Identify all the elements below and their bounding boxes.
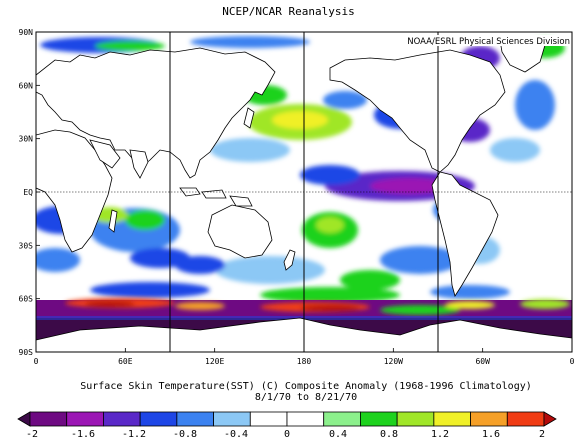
colorbar-segment: [286, 411, 325, 427]
colorbar-segment: [396, 411, 435, 427]
y-tick-label: 90S: [19, 348, 34, 357]
region-boxes: [169, 32, 439, 352]
colorbar-tick-label: 2: [539, 429, 545, 440]
caption-line2: 8/1/70 to 8/21/70: [255, 392, 357, 403]
y-tick-label: 60N: [19, 81, 34, 90]
colorbar-segment: [29, 411, 68, 427]
x-tick-label: 60W: [475, 357, 490, 366]
colorbar: [17, 411, 557, 427]
y-tick-label: 30S: [19, 241, 34, 250]
y-axis: 90N 60N 30N EQ 30S 60S 90S: [19, 28, 40, 357]
colorbar-arrow-right: [543, 411, 557, 427]
colorbar-tick-label: 0.4: [329, 429, 347, 440]
colorbar-segment: [506, 411, 545, 427]
y-tick-label: EQ: [23, 188, 33, 197]
colorbar-tick-label: -1.6: [71, 429, 95, 440]
y-tick-label: 30N: [19, 135, 34, 144]
x-tick-label: 0: [34, 357, 39, 366]
colorbar-segment: [213, 411, 251, 427]
colorbar-tick-label: -2: [26, 429, 38, 440]
colorbar-segment: [176, 411, 214, 427]
x-tick-label: 120W: [384, 357, 403, 366]
colorbar-tick-label: 1.6: [482, 429, 500, 440]
credit-text: NOAA/ESRL Physical Sciences Division: [407, 37, 570, 47]
map-title: NCEP/NCAR Reanalysis: [222, 5, 355, 18]
y-tick-label: 90N: [19, 28, 34, 37]
colorbar-segment: [433, 411, 471, 427]
colorbar-arrow-left: [17, 411, 31, 427]
colorbar-labels: -2 -1.6 -1.2 -0.8 -0.4 0 0.4 0.8 1.2 1.6 2: [26, 429, 545, 440]
x-tick-label: 60E: [118, 357, 133, 366]
colorbar-segment: [66, 411, 104, 427]
x-tick-label: 120E: [205, 357, 224, 366]
x-tick-label: 0: [570, 357, 575, 366]
colorbar-segment: [103, 411, 141, 427]
x-tick-label: 180: [297, 357, 312, 366]
colorbar-tick-label: -1.2: [122, 429, 146, 440]
y-tick-label: 60S: [19, 295, 34, 304]
colorbar-segment: [249, 411, 288, 427]
colorbar-tick-label: 1.2: [431, 429, 449, 440]
colorbar-tick-label: 0.8: [380, 429, 398, 440]
colorbar-segment: [360, 411, 398, 427]
colorbar-segment: [139, 411, 178, 427]
colorbar-segment: [470, 411, 508, 427]
x-axis: 0 60E 120E 180 120W 60W 0: [34, 348, 575, 366]
colorbar-tick-label: 0: [284, 429, 290, 440]
colorbar-segment: [323, 411, 361, 427]
colorbar-tick-label: -0.4: [224, 429, 248, 440]
caption-line1: Surface Skin Temperature(SST) (C) Compos…: [80, 381, 532, 392]
colorbar-tick-label: -0.8: [173, 429, 197, 440]
